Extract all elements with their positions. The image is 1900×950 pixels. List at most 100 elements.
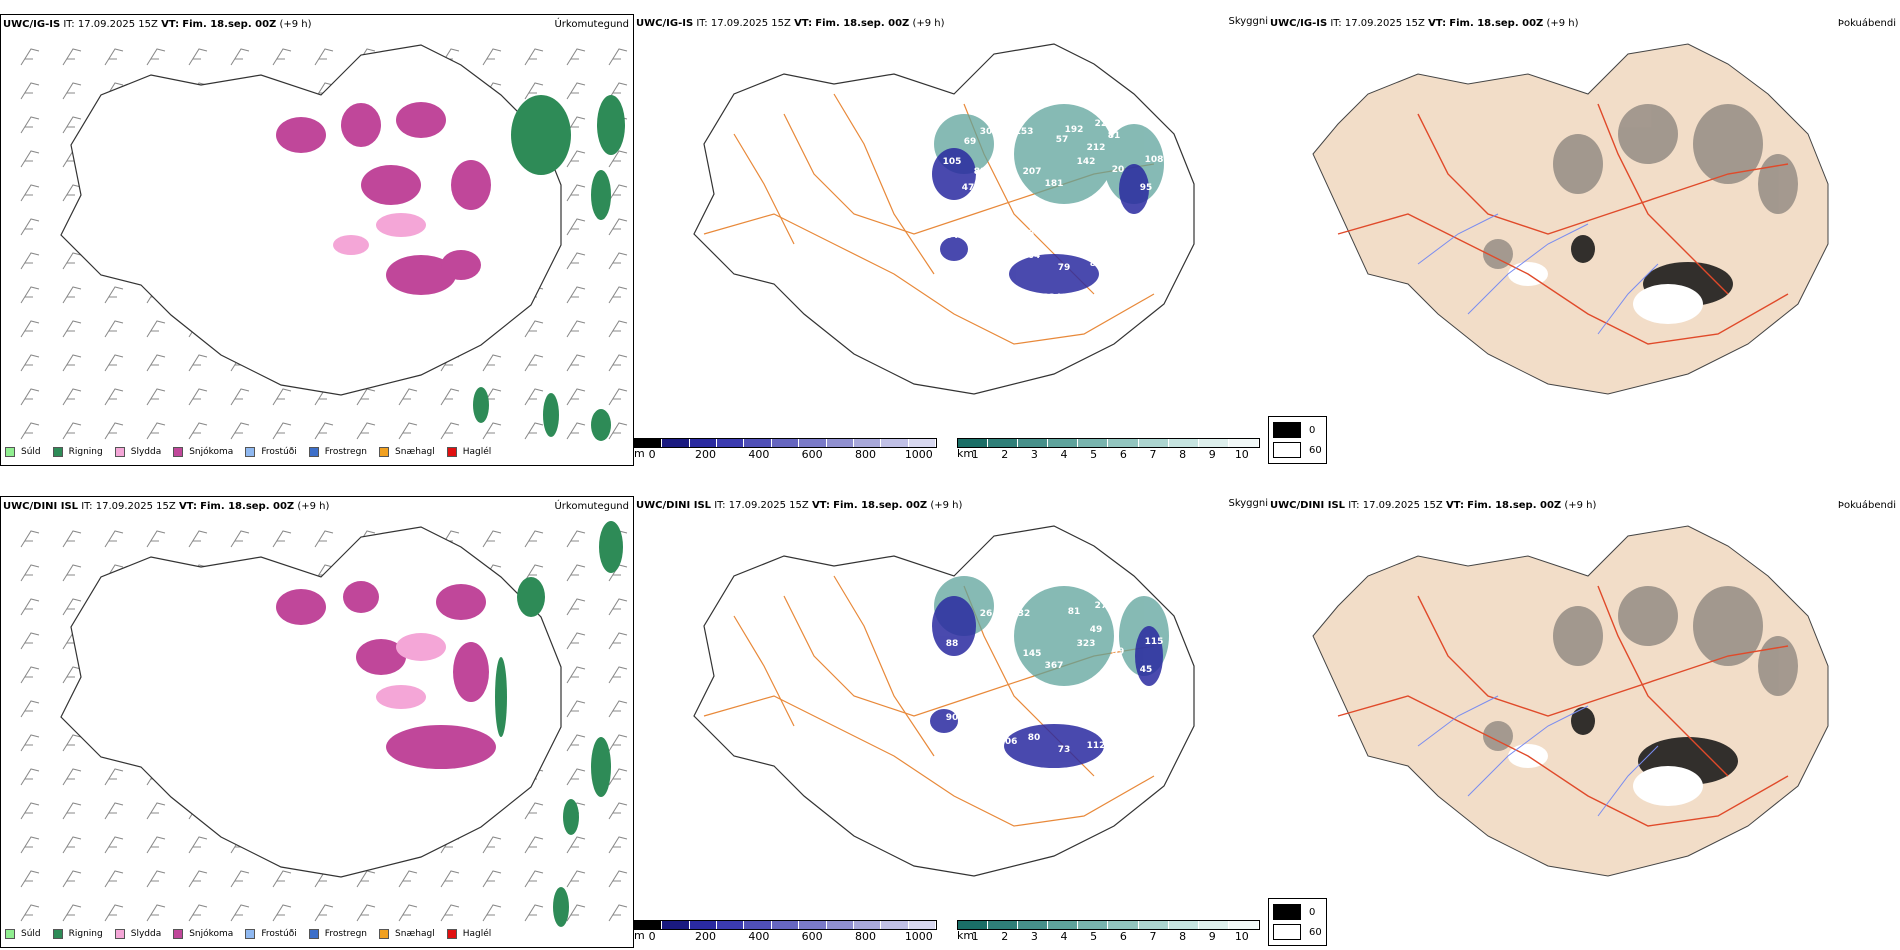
fog-legend-swatch	[1273, 904, 1301, 920]
wind-barb	[20, 598, 40, 616]
wind-barb	[524, 354, 544, 372]
wind-barb	[482, 870, 502, 888]
colorbar-segment	[1198, 439, 1229, 447]
legend-item: Frostúði	[245, 929, 297, 939]
wind-barb	[62, 564, 82, 582]
legend-swatch	[173, 929, 184, 939]
precip-legend: Súld Rigning Slydda Snjókoma Frostúði Frostre…	[5, 447, 503, 457]
cloud-base-value: 49	[1084, 685, 1097, 695]
legend-item: Rigning	[52, 929, 103, 939]
wind-barb	[524, 802, 544, 820]
colorbar-segment	[881, 921, 909, 929]
snow-areas	[276, 102, 491, 295]
wind-barb	[314, 904, 334, 922]
fog-index-map	[1312, 43, 1829, 395]
it-value: 17.09.2025 15Z	[77, 19, 158, 30]
cloud-base-panel-row1: UWC/IG-IS IT: 17.09.2025 15Z VT: Fim. 18…	[634, 14, 1268, 466]
panel-header: UWC/DINI ISL IT: 17.09.2025 15Z VT: Fim.…	[636, 500, 962, 511]
wind-barb	[524, 870, 544, 888]
wind-barb	[608, 252, 628, 270]
it-value: 17.09.2025 15Z	[1344, 18, 1425, 29]
cloud-base-value: 101	[1043, 775, 1062, 785]
legend-label: Frostúði	[261, 929, 297, 939]
colorbar-segment	[1168, 921, 1199, 929]
colorbar-segment	[1048, 921, 1079, 929]
wind-barb	[20, 422, 40, 440]
colorbar-tick-label: 5	[1090, 448, 1098, 461]
wind-barb	[608, 904, 628, 922]
colorbar-segment	[1078, 921, 1109, 929]
wind-barb	[20, 286, 40, 304]
wind-barb	[146, 354, 166, 372]
roads-red	[1337, 585, 1789, 827]
it-label: IT:	[81, 501, 93, 512]
cloud-base-value: 32	[1004, 117, 1017, 127]
colorbar-unit: m	[634, 929, 645, 942]
fog-legend-value: 60	[1309, 444, 1322, 456]
wind-barb	[62, 116, 82, 134]
colorbar-tick-label: 1000	[904, 930, 933, 943]
wind-barb	[188, 870, 208, 888]
wind-barb	[566, 904, 586, 922]
wind-barb	[314, 530, 334, 548]
vt-value: Fim. 18.sep. 00Z	[833, 500, 928, 511]
wind-barb	[356, 422, 376, 440]
wind-barb	[104, 388, 124, 406]
cloud-base-panel-row2: UWC/DINI ISL IT: 17.09.2025 15Z VT: Fim.…	[634, 496, 1268, 948]
cloud-base-value: 37	[1128, 721, 1141, 731]
cloud-base-value: 181	[1055, 207, 1074, 217]
cloud-base-value: 95	[1140, 183, 1153, 193]
colorbar-segment	[1138, 921, 1169, 929]
wind-barb	[104, 870, 124, 888]
wind-barb	[188, 354, 208, 372]
colorbar-segment	[689, 921, 718, 929]
wind-barb	[20, 836, 40, 854]
lead-time: (+9 h)	[912, 18, 945, 29]
wind-barb	[524, 422, 544, 440]
cloud-base-value: 81	[1068, 607, 1081, 617]
fog-legend-row: 0	[1273, 420, 1322, 440]
wind-barb	[104, 768, 124, 786]
colorbar-tick-label: 1	[971, 930, 979, 943]
legend-item: Súld	[5, 447, 41, 457]
cloud-base-value: 59	[1112, 647, 1125, 657]
wind-barb	[566, 320, 586, 338]
wind-barb	[104, 904, 124, 922]
colorbar-segment	[988, 439, 1019, 447]
wind-barb	[608, 734, 628, 752]
wind-barb	[440, 388, 460, 406]
wind-barb	[566, 150, 586, 168]
wind-barb	[230, 48, 250, 66]
it-label: IT:	[63, 19, 75, 30]
colorbar-segment	[1168, 439, 1199, 447]
lead-time: (+9 h)	[1546, 18, 1579, 29]
snow-areas	[276, 581, 496, 769]
cloud-base-value: 108	[1145, 155, 1164, 165]
colorbar-segment	[958, 921, 989, 929]
colorbar-segment	[958, 439, 989, 447]
colorbar-tick-label: 800	[854, 930, 876, 943]
cloud-base-value: 315	[1055, 689, 1074, 699]
wind-barb	[62, 836, 82, 854]
vt-label: VT:	[178, 501, 197, 512]
legend-label: Snæhagl	[395, 447, 435, 457]
wind-barb	[398, 422, 418, 440]
cloud-base-value: 234	[1043, 293, 1062, 303]
lead-time: (+9 h)	[1564, 500, 1597, 511]
colorbar-tick-label: 0	[648, 930, 656, 943]
wind-barb	[104, 530, 124, 548]
wind-barb	[104, 422, 124, 440]
legend-item: Snæhagl	[379, 929, 435, 939]
wind-barb	[608, 700, 628, 718]
legend-swatch	[379, 929, 390, 939]
wind-barb	[20, 768, 40, 786]
wind-barb	[104, 354, 124, 372]
cloud-base-value: 80	[1028, 733, 1041, 743]
fog-index-panel-row2: UWC/DINI ISL IT: 17.09.2025 15Z VT: Fim.…	[1268, 496, 1900, 948]
lead-time: (+9 h)	[297, 501, 330, 512]
colorbar-segment	[717, 921, 745, 929]
precip-map	[20, 521, 628, 927]
wind-barb	[272, 388, 292, 406]
